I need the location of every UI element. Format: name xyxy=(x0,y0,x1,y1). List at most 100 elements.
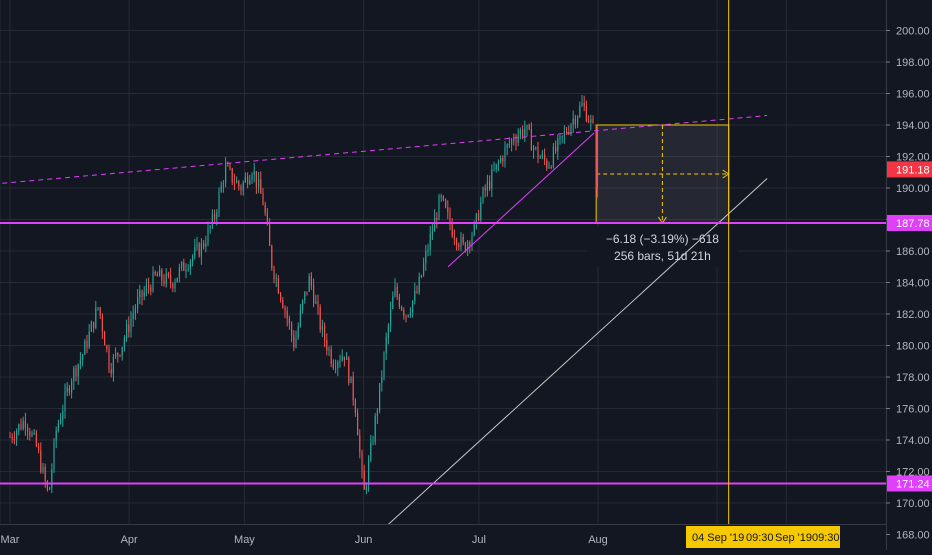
plot-area[interactable]: −6.18 (−3.19%) −618 256 bars, 51d 21h xyxy=(0,0,886,550)
candle-body xyxy=(132,313,134,320)
candle-body xyxy=(315,301,317,304)
candle-body xyxy=(321,325,323,330)
candle-body xyxy=(282,299,284,308)
candle-body xyxy=(275,278,277,280)
time-range-highlight[interactable] xyxy=(686,526,840,548)
candle-body xyxy=(346,357,348,360)
trendline-rising-support[interactable] xyxy=(329,178,768,550)
candle-body xyxy=(9,436,11,438)
candle-body xyxy=(31,432,33,436)
candle-body xyxy=(187,268,189,270)
candle-body xyxy=(117,352,119,355)
candle-body xyxy=(548,166,550,168)
candle-body xyxy=(552,146,554,167)
candle-body xyxy=(99,307,101,316)
candle-body xyxy=(544,154,546,161)
candle-body xyxy=(249,180,251,185)
candle-body xyxy=(588,121,590,123)
candle-body xyxy=(407,315,409,317)
candle-body xyxy=(20,424,22,430)
candle-body xyxy=(71,381,73,393)
candle-body xyxy=(328,349,330,351)
price-axis[interactable]: 166.00168.00170.00172.00174.00176.00178.… xyxy=(886,0,932,550)
trendline-short-uptrend[interactable] xyxy=(447,132,595,268)
candle-body xyxy=(49,487,51,490)
candle-body xyxy=(383,353,385,378)
candle-body xyxy=(137,296,139,309)
candle-body xyxy=(563,131,565,136)
candle-body xyxy=(486,181,488,191)
candle-body xyxy=(374,416,376,442)
candle-body xyxy=(258,179,260,187)
candle-body xyxy=(431,231,433,234)
candle-body xyxy=(255,171,257,187)
candle-body xyxy=(84,341,86,355)
candle-body xyxy=(242,182,244,191)
candle-body xyxy=(559,135,561,139)
candle-body xyxy=(170,275,172,284)
candle-body xyxy=(473,222,475,236)
candle-body xyxy=(236,181,238,184)
candle-body xyxy=(491,169,493,189)
candle-body xyxy=(101,315,103,333)
measure-box[interactable]: −6.18 (−3.19%) −618 256 bars, 51d 21h xyxy=(587,124,738,267)
time-tick-label: Jun xyxy=(355,534,373,546)
candle-body xyxy=(561,135,563,137)
candle-body xyxy=(572,118,574,125)
candle-body xyxy=(297,326,299,338)
time-range-start-time: 09:30 xyxy=(746,532,774,544)
candle-body xyxy=(86,341,88,348)
candle-body xyxy=(40,450,42,472)
level-price-tag[interactable] xyxy=(887,214,932,231)
trendlines[interactable] xyxy=(2,115,768,550)
candle-body xyxy=(541,154,543,158)
price-tick-label: 184.00 xyxy=(896,278,930,290)
candle-body xyxy=(326,340,328,351)
candle-body xyxy=(313,285,315,304)
candle-body xyxy=(64,391,66,412)
candle-body xyxy=(546,160,548,168)
price-tick-label: 174.00 xyxy=(896,435,930,447)
candle-body xyxy=(293,335,295,348)
candle-body xyxy=(592,119,594,123)
candle-body xyxy=(159,269,161,277)
candle-body xyxy=(365,485,367,490)
candle-body xyxy=(524,128,526,136)
time-axis[interactable]: Mar Apr May Jun Jul Aug 04 Sep '19 09:30 Sep '19… xyxy=(0,524,886,550)
candle-body xyxy=(62,411,64,420)
candle-body xyxy=(196,243,198,248)
candle-body xyxy=(220,184,222,193)
candle-body xyxy=(33,432,35,434)
price-axis-background xyxy=(886,0,932,550)
candle-body xyxy=(513,139,515,141)
candle-body xyxy=(550,166,552,168)
candle-body xyxy=(198,243,200,257)
candle-body xyxy=(310,275,312,286)
candle-body xyxy=(53,440,55,470)
candle-body xyxy=(176,277,178,283)
candle-body xyxy=(480,202,482,221)
candle-body xyxy=(150,287,152,292)
price-tick-label: 198.00 xyxy=(896,57,930,69)
price-tick-label: 186.00 xyxy=(896,246,930,258)
price-tick-label: 194.00 xyxy=(896,120,930,132)
candle-body xyxy=(229,165,231,169)
horizontal-levels[interactable] xyxy=(0,221,886,485)
current-price-tag[interactable] xyxy=(887,161,932,178)
measure-label-duration: 256 bars, 51d 21h xyxy=(614,249,711,263)
candle-body xyxy=(539,157,541,159)
candle-body xyxy=(280,293,282,300)
trendline-upper-resistance[interactable] xyxy=(2,115,768,184)
candle-body xyxy=(418,277,420,293)
level-price-label: 171.24 xyxy=(896,478,930,490)
candle-body xyxy=(585,105,587,122)
candle-body xyxy=(535,147,537,149)
candle-body xyxy=(207,227,209,244)
candle-body xyxy=(29,431,31,436)
level-price-tag[interactable] xyxy=(887,475,932,492)
candle-body xyxy=(502,158,504,162)
candle-body xyxy=(262,193,264,206)
time-tick-label: Mar xyxy=(1,534,20,546)
